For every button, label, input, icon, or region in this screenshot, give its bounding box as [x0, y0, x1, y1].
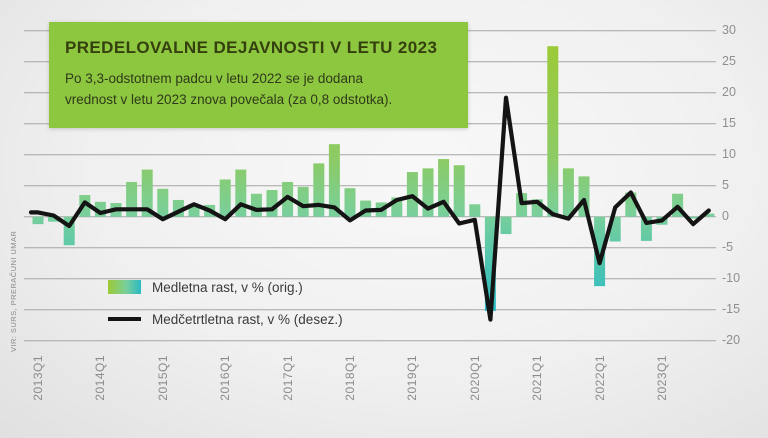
- bar-2019Q2: [422, 168, 434, 217]
- y-axis-tick-label: 10: [722, 146, 736, 161]
- y-axis-tick-label: 5: [722, 177, 729, 192]
- bar-2015Q1: [157, 188, 169, 217]
- y-axis-tick-label: 0: [722, 208, 729, 223]
- x-axis-label: 2019Q1: [405, 355, 420, 401]
- y-axis-tick-label: -10: [722, 270, 741, 285]
- bar-2017Q2: [297, 186, 309, 217]
- bar-2014Q1: [94, 201, 106, 217]
- y-axis-tick-label: 25: [722, 53, 736, 68]
- bar-2013Q1: [32, 216, 44, 225]
- bar-2016Q2: [235, 169, 247, 217]
- x-axis-label: 2014Q1: [93, 355, 108, 401]
- bar-2020Q1: [469, 204, 481, 217]
- source-note: VIR: SURS, PRERAČUNI UMAR: [9, 230, 18, 352]
- chart-subtitle-line2: vrednost v letu 2023 znova povečala (za …: [65, 92, 393, 107]
- bar-2014Q3: [126, 181, 138, 217]
- bar-2013Q3: [63, 216, 75, 246]
- legend: Medletna rast, v % (orig.) Medčetrtletna…: [108, 279, 343, 343]
- legend-label-yoy: Medletna rast, v % (orig.): [152, 279, 303, 295]
- y-axis-tick-label: 15: [722, 115, 736, 130]
- bar-2016Q1: [219, 179, 231, 217]
- bar-2022Q2: [609, 216, 621, 242]
- bar-2017Q4: [328, 144, 340, 217]
- x-axis-label: 2022Q1: [592, 355, 607, 401]
- bar-2015Q3: [188, 204, 200, 217]
- legend-item-yoy-growth: Medletna rast, v % (orig.): [108, 279, 343, 295]
- y-axis-tick-label: 30: [722, 22, 736, 37]
- chart-subtitle: Po 3,3-odstotnem padcu v letu 2022 se je…: [65, 68, 452, 110]
- bar-2013Q2: [48, 216, 60, 222]
- y-axis-tick-label: -15: [722, 301, 741, 316]
- bar-2014Q4: [141, 169, 153, 217]
- legend-line-swatch: [108, 316, 141, 322]
- legend-bar-swatch: [108, 280, 141, 294]
- x-axis-label: 2016Q1: [218, 355, 233, 401]
- bar-2018Q4: [391, 197, 403, 217]
- chart-title-box: PREDELOVALNE DEJAVNOSTI V LETU 2023 Po 3…: [49, 22, 468, 128]
- x-axis-label: 2017Q1: [280, 355, 295, 401]
- bar-2022Q3: [625, 192, 637, 217]
- x-axis-label: 2013Q1: [31, 355, 45, 401]
- bar-2018Q1: [344, 188, 356, 217]
- bar-2023Q4: [703, 213, 715, 217]
- bar-2020Q2: [484, 216, 496, 311]
- y-axis-tick-label: -5: [722, 239, 734, 254]
- legend-item-qoq-growth: Medčetrtletna rast, v % (desez.): [108, 311, 343, 327]
- bar-2022Q4: [640, 216, 652, 241]
- bar-2016Q3: [250, 193, 262, 217]
- bar-2016Q4: [266, 190, 278, 217]
- x-axis-label: 2018Q1: [343, 355, 357, 401]
- bar-2023Q3: [687, 216, 699, 219]
- x-axis-label: 2021Q1: [530, 355, 545, 401]
- y-axis-tick-label: -20: [722, 332, 741, 347]
- bar-2021Q3: [562, 168, 574, 217]
- bar-2021Q2: [547, 46, 559, 217]
- bar-2017Q3: [313, 163, 325, 217]
- chart-title: PREDELOVALNE DEJAVNOSTI V LETU 2023: [65, 38, 438, 57]
- bar-2021Q1: [531, 199, 543, 217]
- legend-label-qoq: Medčetrtletna rast, v % (desez.): [152, 311, 343, 327]
- bar-2019Q3: [438, 159, 450, 217]
- x-axis-label: 2020Q1: [467, 355, 482, 401]
- x-axis-label: 2015Q1: [155, 355, 170, 401]
- quarterly-growth-line: [28, 95, 711, 322]
- bar-2022Q1: [594, 216, 606, 287]
- bar-2021Q4: [578, 176, 590, 217]
- bar-2020Q3: [500, 216, 512, 235]
- x-axis-label: 2023Q1: [655, 355, 669, 401]
- bar-2019Q4: [453, 165, 465, 217]
- chart-subtitle-line1: Po 3,3-odstotnem padcu v letu 2022 se je…: [65, 71, 363, 86]
- bar-2015Q2: [172, 199, 184, 217]
- y-axis-tick-label: 20: [722, 84, 736, 99]
